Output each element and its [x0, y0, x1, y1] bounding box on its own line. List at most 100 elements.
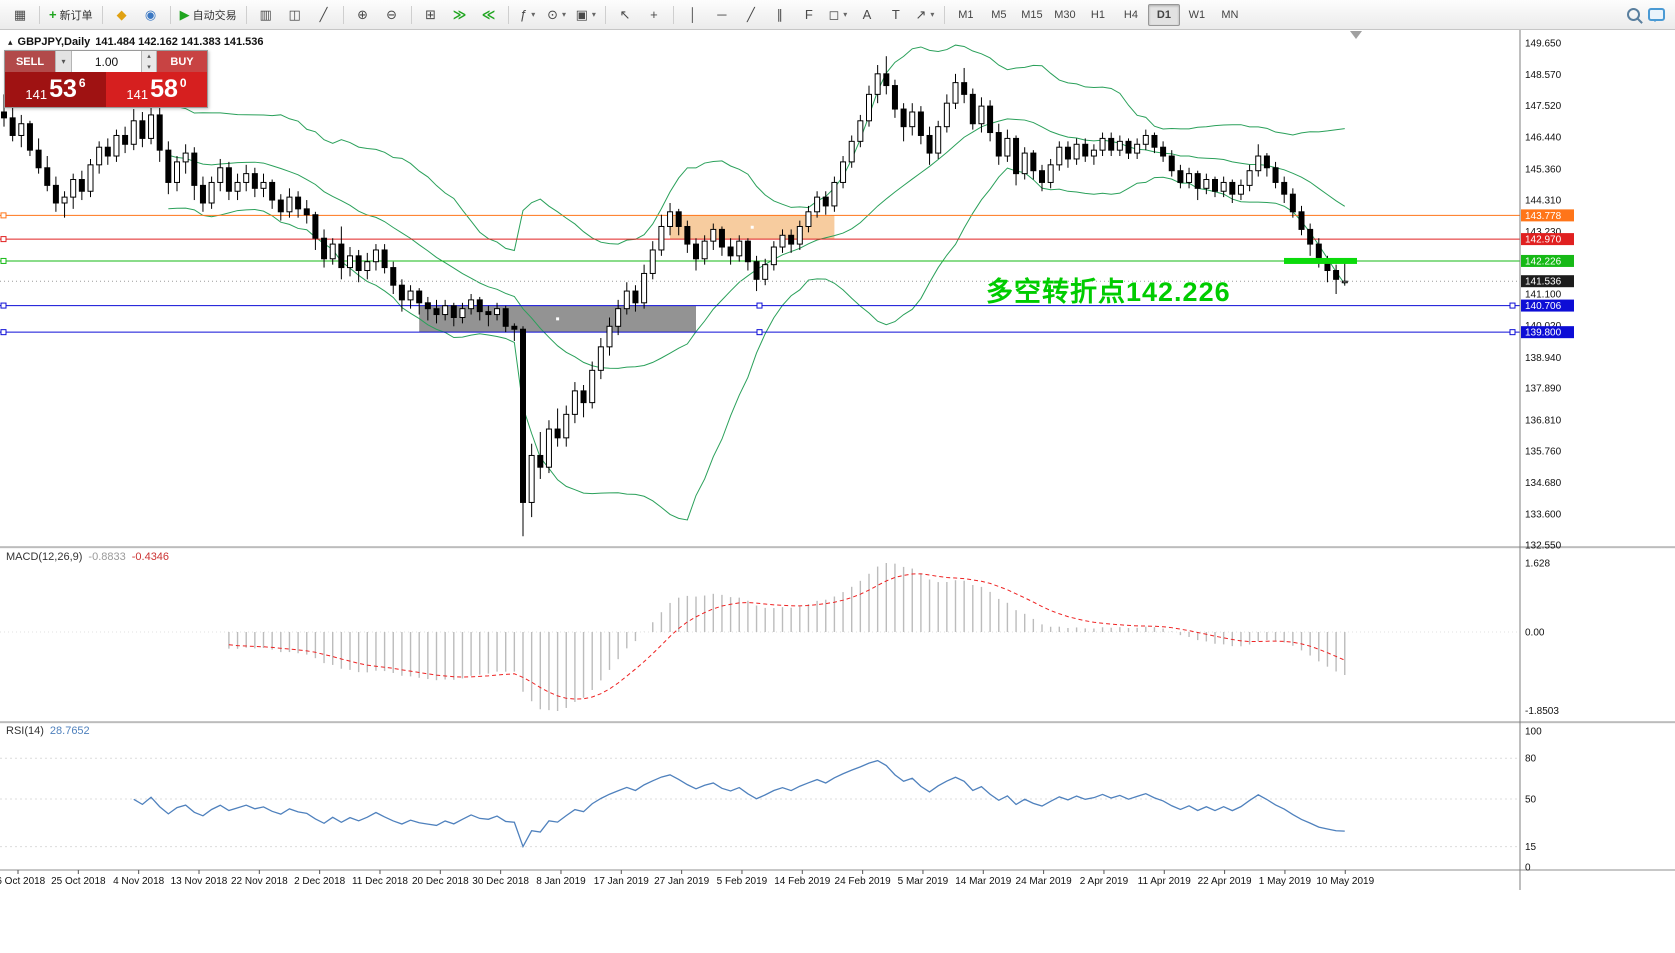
chart-shift-button[interactable]: ≪ [475, 3, 503, 27]
tile-windows-button[interactable]: ⊞ [417, 3, 445, 27]
fibonacci-tool-button[interactable]: F [795, 3, 823, 27]
supply-zone-rectangle-anchor [750, 225, 754, 229]
svg-text:0: 0 [1525, 863, 1531, 874]
svg-text:24 Feb 2019: 24 Feb 2019 [835, 876, 892, 887]
volume-up-button[interactable]: ▴ [147, 53, 151, 61]
horizontal-line-140.706[interactable] [0, 302, 1520, 309]
indicators-button[interactable]: ƒ ▾ [514, 3, 542, 27]
svg-text:135.760: 135.760 [1525, 446, 1562, 457]
svg-text:14 Feb 2019: 14 Feb 2019 [774, 876, 831, 887]
rsi-panel: 100 80 50 15 0 [0, 727, 1542, 874]
sell-price-button[interactable]: 141 53 6 [5, 72, 106, 107]
date-axis[interactable]: 16 Oct 2018 25 Oct 2018 4 Nov 2018 13 Nov 2… [0, 870, 1375, 887]
horizontal-line-143.778[interactable] [0, 212, 1520, 219]
volume-input[interactable] [72, 51, 141, 72]
chart-shift-icon: ≪ [481, 7, 496, 22]
tab-timeframe-m1[interactable]: M1 [958, 8, 974, 21]
cursor-button[interactable]: ↖ [611, 3, 639, 27]
tab-timeframe-h1[interactable]: H1 [1090, 8, 1105, 21]
toolbar-separator [943, 5, 945, 24]
panel-toggle-icon[interactable]: ▴ [8, 36, 13, 47]
line-chart-button[interactable]: ╱ [310, 3, 338, 27]
tab-timeframe-m5[interactable]: M5 [991, 8, 1007, 21]
buy-button[interactable]: BUY [157, 51, 207, 72]
auto-trading-button[interactable]: ▶ 自动交易 [176, 3, 241, 27]
tab-timeframe-w1[interactable]: W1 [1188, 8, 1206, 21]
buy-price-prefix: 141 [126, 87, 149, 102]
templates-button[interactable]: ▣ ▾ [572, 3, 600, 27]
chart-shift-marker[interactable] [1350, 31, 1362, 39]
buy-price-button[interactable]: 141 58 0 [106, 72, 207, 107]
svg-text:142.226: 142.226 [1525, 256, 1562, 267]
svg-text:22 Apr 2019: 22 Apr 2019 [1198, 876, 1252, 887]
crosshair-button[interactable]: + [640, 3, 668, 27]
community-button[interactable]: ◉ [137, 3, 165, 27]
rsi-name: RSI(14) [6, 725, 44, 737]
sell-price-sup: 6 [78, 76, 86, 90]
svg-text:5 Mar 2019: 5 Mar 2019 [898, 876, 949, 887]
shapes-tool-button[interactable]: ◻ ▾ [824, 3, 852, 27]
svg-text:16 Oct 2018: 16 Oct 2018 [0, 876, 46, 887]
tab-timeframe-m30[interactable]: M30 [1054, 8, 1076, 21]
tab-timeframe-d1[interactable]: D1 [1147, 3, 1180, 26]
tab-timeframe-m15[interactable]: M15 [1021, 8, 1043, 21]
periods-button[interactable]: ⊙ ▾ [543, 3, 571, 27]
deposit-button[interactable]: ◆ [108, 3, 136, 27]
sell-button[interactable]: SELL [5, 51, 55, 72]
horizontal-line-142.970[interactable] [0, 236, 1520, 243]
svg-text:25 Oct 2018: 25 Oct 2018 [51, 876, 106, 887]
price-axis[interactable]: 149.650 148.570 147.520 146.440 145.360 144.3… [1519, 30, 1574, 890]
svg-text:5 Feb 2019: 5 Feb 2019 [717, 876, 768, 887]
trendline-tool-button[interactable]: ╱ [737, 3, 765, 27]
turning-point-segment[interactable] [1284, 257, 1357, 264]
vertical-line-tool-button[interactable]: │ [679, 3, 707, 27]
price-tag-143.778: 143.778 [1521, 209, 1574, 222]
svg-text:11 Dec 2018: 11 Dec 2018 [352, 876, 408, 887]
svg-text:1 May 2019: 1 May 2019 [1259, 876, 1312, 887]
bar-chart-button[interactable]: ▥ [252, 3, 280, 27]
horizontal-line-142.226[interactable] [0, 257, 1520, 264]
tab-timeframe-h4[interactable]: H4 [1123, 8, 1138, 21]
price-tag-140.706: 140.706 [1521, 299, 1574, 312]
zoom-in-button[interactable]: ⊕ [349, 3, 377, 27]
volume-down-button[interactable]: ▾ [147, 63, 151, 71]
svg-text:139.800: 139.800 [1525, 328, 1562, 339]
demand-zone-rectangle-anchor [556, 317, 560, 321]
candlestick-chart-button[interactable]: ◫ [281, 3, 309, 27]
zoom-out-button[interactable]: ⊖ [378, 3, 406, 27]
bollinger-upper-band [168, 44, 1345, 252]
turning-point-annotation[interactable]: 多空转折点142.226 [986, 277, 1231, 307]
shapes-icon: ◻ [828, 7, 840, 22]
channel-tool-button[interactable]: ∥ [766, 3, 794, 27]
svg-text:80: 80 [1525, 754, 1537, 765]
volume-dropdown[interactable]: ▾ [55, 51, 72, 72]
chevron-down-icon: ▾ [930, 10, 935, 19]
auto-scroll-button[interactable]: ≫ [446, 3, 474, 27]
ohlc-values: 141.484 142.162 141.383 141.536 [95, 36, 264, 48]
svg-text:8 Jan 2019: 8 Jan 2019 [536, 876, 586, 887]
macd-indicator-label: MACD(12,26,9) -0.8833 -0.4346 [6, 551, 169, 563]
vertical-line-icon: │ [688, 7, 697, 22]
price-tag-139.800: 139.800 [1521, 326, 1574, 339]
horizontal-line-tool-button[interactable]: ─ [708, 3, 736, 27]
horizontal-line-139.800[interactable] [0, 329, 1520, 336]
zoom-out-icon: ⊖ [386, 7, 398, 22]
tab-timeframe-mn[interactable]: MN [1221, 8, 1239, 21]
chat-icon[interactable] [1648, 8, 1665, 22]
macd-signal-line [228, 573, 1345, 700]
svg-text:2 Apr 2019: 2 Apr 2019 [1080, 876, 1129, 887]
zoom-in-icon: ⊕ [357, 7, 369, 22]
text-tool-button[interactable]: A [853, 3, 881, 27]
svg-text:146.440: 146.440 [1525, 133, 1562, 144]
main-chart-plot[interactable] [0, 44, 1520, 537]
label-tool-button[interactable]: T [882, 3, 910, 27]
search-icon[interactable] [1627, 8, 1640, 21]
new-order-button[interactable]: + 新订单 [45, 3, 97, 27]
chevron-down-icon: ▾ [591, 10, 596, 19]
svg-text:27 Jan 2019: 27 Jan 2019 [654, 876, 709, 887]
arrows-tool-button[interactable]: ↗ ▾ [911, 3, 939, 27]
svg-text:142.970: 142.970 [1525, 235, 1562, 246]
rsi-line [133, 759, 1345, 849]
app-menu-button[interactable]: ▦ [6, 3, 34, 27]
